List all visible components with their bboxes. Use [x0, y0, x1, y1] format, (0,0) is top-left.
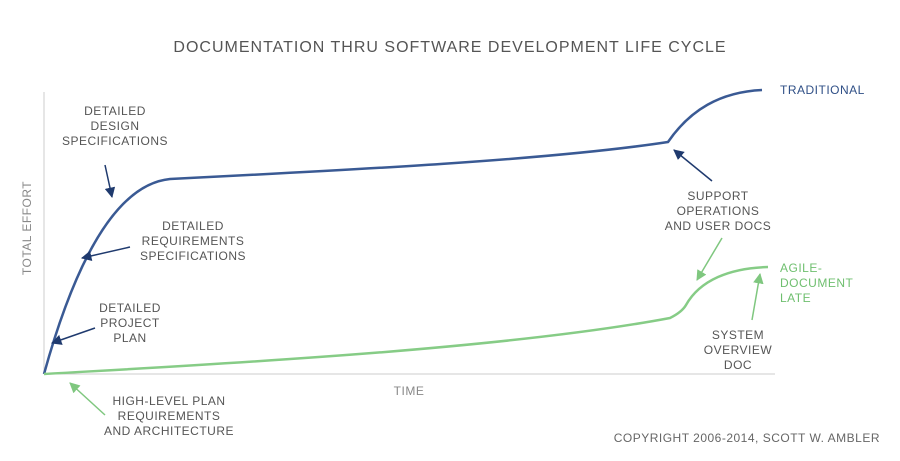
x-axis-label: TIME: [394, 384, 425, 398]
annotation: PLAN: [113, 331, 146, 345]
annotation: OPERATIONS: [677, 204, 760, 218]
annotation: HIGH-LEVEL PLAN: [112, 394, 225, 408]
annotation: DETAILED: [162, 219, 224, 233]
arrow: [69, 382, 106, 416]
curve-label: AGILE-: [780, 261, 822, 275]
annotation: DESIGN: [90, 119, 139, 133]
annotation: DETAILED: [84, 104, 146, 118]
copyright: COPYRIGHT 2006-2014, SCOTT W. AMBLER: [614, 431, 880, 445]
arrow: [51, 327, 96, 345]
traditional-curve: [42, 88, 763, 375]
annotation: SYSTEM: [712, 328, 764, 342]
curve-label: TRADITIONAL: [780, 83, 865, 97]
annotation: PROJECT: [100, 316, 160, 330]
annotation: SPECIFICATIONS: [62, 134, 168, 148]
annotation: REQUIREMENTS: [142, 234, 245, 248]
annotation: DOC: [724, 358, 752, 372]
arrow: [751, 272, 764, 321]
arrow: [673, 149, 713, 182]
annotation: AND USER DOCS: [665, 219, 772, 233]
curve-label: DOCUMENT: [780, 276, 853, 290]
annotation: OVERVIEW: [704, 343, 773, 357]
arrow: [696, 237, 723, 281]
arrow: [104, 164, 116, 199]
arrow: [80, 246, 131, 262]
y-axis-label: TOTAL EFFORT: [20, 181, 34, 275]
annotation: REQUIREMENTS: [118, 409, 221, 423]
title: DOCUMENTATION THRU SOFTWARE DEVELOPMENT …: [173, 39, 726, 56]
annotation: SUPPORT: [687, 189, 748, 203]
annotation: AND ARCHITECTURE: [104, 424, 234, 438]
annotation: SPECIFICATIONS: [140, 249, 246, 263]
agile-curve: [43, 265, 769, 376]
curve-label: LATE: [780, 291, 811, 305]
annotation: DETAILED: [99, 301, 161, 315]
